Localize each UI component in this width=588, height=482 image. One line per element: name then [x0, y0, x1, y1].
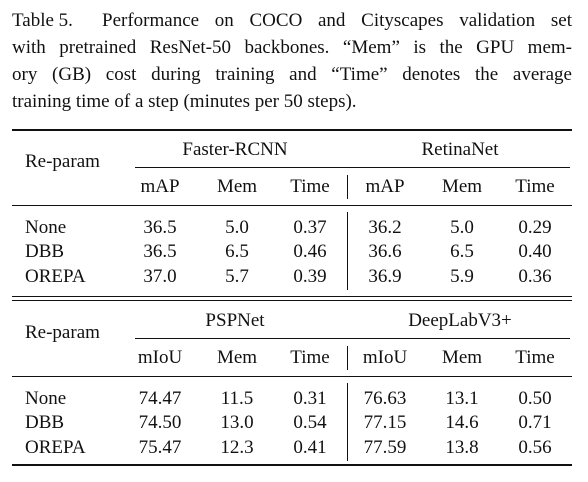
cell: 77.15: [363, 412, 407, 433]
caption-line: Performance on COCO and Cityscapes valid…: [102, 10, 572, 31]
cell: 77.59: [363, 437, 407, 458]
row-label: DBB: [25, 412, 65, 433]
cell: 5.0: [225, 217, 249, 238]
double-rule: [12, 300, 572, 301]
row-label: None: [25, 388, 67, 409]
column-divider: [347, 383, 348, 461]
cell: 36.5: [143, 241, 177, 262]
column-header: Mem: [441, 176, 483, 197]
caption-label: Table 5.: [12, 10, 73, 31]
caption-line: ory (GB) cost during training and “Time”…: [12, 64, 572, 85]
row-label: DBB: [25, 241, 65, 262]
row-label: None: [25, 217, 67, 238]
header-rule: [12, 205, 572, 206]
row-header: Re-param: [25, 151, 100, 172]
double-rule: [12, 296, 572, 297]
cell: 6.5: [450, 241, 474, 262]
cell: 0.71: [518, 412, 552, 433]
cell: 36.9: [368, 266, 402, 287]
column-header: Mem: [216, 176, 258, 197]
cell: 36.6: [368, 241, 402, 262]
cell: 0.41: [293, 437, 327, 458]
bottom-rule: [12, 464, 572, 466]
cell: 74.50: [138, 412, 182, 433]
column-header: mIoU: [362, 347, 408, 368]
group-rule: [135, 167, 570, 168]
cell: 0.54: [293, 412, 327, 433]
caption-line: with pretrained ResNet-50 backbones. “Me…: [12, 37, 572, 58]
cell: 12.3: [220, 437, 254, 458]
column-header: Mem: [216, 347, 258, 368]
row-header: Re-param: [25, 322, 100, 343]
group-header: Faster-RCNN: [182, 139, 288, 160]
cell: 13.0: [220, 412, 254, 433]
cell: 0.46: [293, 241, 327, 262]
cell: 76.63: [363, 388, 407, 409]
row-label: OREPA: [25, 266, 86, 287]
column-header: Mem: [441, 347, 483, 368]
column-header: mAP: [365, 176, 405, 197]
column-header: Time: [515, 347, 555, 368]
column-header: mIoU: [137, 347, 183, 368]
cell: 36.5: [143, 217, 177, 238]
header-rule: [12, 376, 572, 377]
cell: 5.7: [225, 266, 249, 287]
cell: 6.5: [225, 241, 249, 262]
cell: 74.47: [138, 388, 182, 409]
column-divider: [347, 212, 348, 290]
column-header: mAP: [140, 176, 180, 197]
cell: 14.6: [445, 412, 479, 433]
group-header: PSPNet: [205, 310, 265, 331]
cell: 0.36: [518, 266, 552, 287]
column-header: Time: [290, 347, 330, 368]
cell: 37.0: [143, 266, 177, 287]
cell: 0.40: [518, 241, 552, 262]
cell: 0.29: [518, 217, 552, 238]
caption-line: training time of a step (minutes per 50 …: [12, 91, 357, 112]
cell: 0.56: [518, 437, 552, 458]
cell: 0.50: [518, 388, 552, 409]
cell: 0.39: [293, 266, 327, 287]
cell: 0.37: [293, 217, 327, 238]
column-header: Time: [290, 176, 330, 197]
group-header: RetinaNet: [421, 139, 499, 160]
row-label: OREPA: [25, 437, 86, 458]
cell: 36.2: [368, 217, 402, 238]
column-divider: [347, 346, 348, 370]
top-rule: [12, 129, 572, 131]
cell: 0.31: [293, 388, 327, 409]
group-rule: [135, 338, 570, 339]
cell: 75.47: [138, 437, 182, 458]
cell: 11.5: [220, 388, 254, 409]
column-divider: [347, 175, 348, 199]
cell: 13.8: [445, 437, 479, 458]
cell: 13.1: [445, 388, 479, 409]
cell: 5.9: [450, 266, 474, 287]
cell: 5.0: [450, 217, 474, 238]
group-header: DeepLabV3+: [408, 310, 512, 331]
column-header: Time: [515, 176, 555, 197]
